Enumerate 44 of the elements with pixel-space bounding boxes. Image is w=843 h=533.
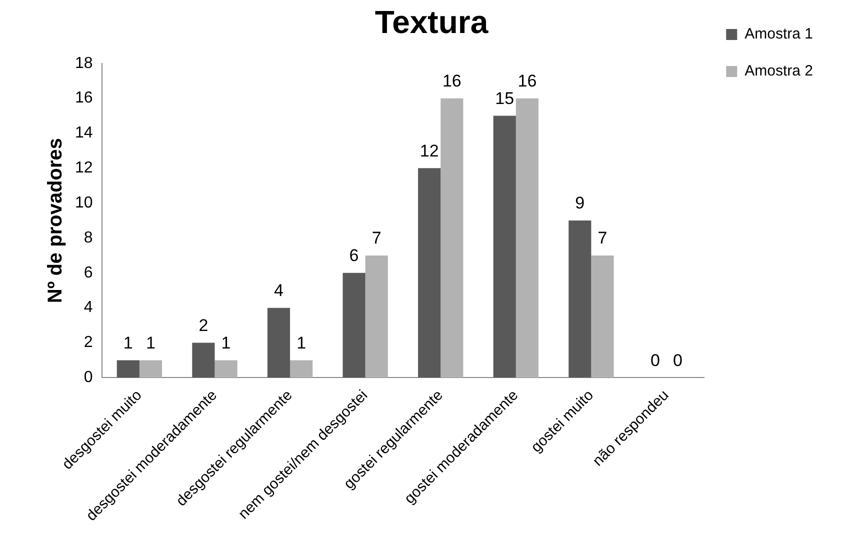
- data-label: 0: [650, 350, 660, 370]
- data-label: 16: [442, 72, 462, 91]
- bar: [516, 98, 538, 378]
- bar: [139, 360, 162, 378]
- y-axis-title: Nº de provadores: [44, 138, 67, 304]
- data-label: 6: [349, 246, 359, 266]
- legend-label: Amostra 1: [744, 26, 813, 43]
- data-label: 4: [274, 281, 284, 300]
- data-label: 9: [575, 194, 585, 213]
- y-tick-label: 0: [84, 369, 93, 386]
- bar: [591, 255, 614, 378]
- bar: [267, 308, 290, 378]
- bar: [214, 360, 238, 378]
- bar: [493, 116, 516, 378]
- legend-label: Amostra 2: [744, 62, 813, 80]
- data-label: 12: [420, 141, 439, 160]
- data-label: 0: [673, 350, 683, 370]
- y-tick-label: 10: [75, 194, 93, 212]
- y-tick-label: 2: [84, 334, 93, 352]
- bar: [418, 168, 441, 378]
- chart-title: Textura: [374, 4, 488, 40]
- y-tick-label: 14: [75, 124, 93, 142]
- data-label: 16: [518, 72, 537, 91]
- bar: [342, 272, 366, 378]
- data-label: 1: [296, 333, 306, 352]
- y-tick-label: 8: [84, 229, 93, 246]
- bar: [192, 342, 215, 378]
- data-label: 1: [146, 333, 156, 352]
- data-label: 1: [123, 333, 133, 352]
- y-tick-label: 12: [75, 160, 93, 177]
- y-tick-label: 16: [75, 90, 93, 107]
- data-label: 7: [598, 228, 608, 248]
- bar: [116, 360, 140, 378]
- bar: [290, 360, 313, 378]
- data-label: 2: [198, 316, 208, 335]
- y-tick-label: 6: [84, 264, 93, 282]
- bar: [440, 98, 464, 378]
- data-label: 15: [495, 88, 514, 108]
- y-tick-label: 4: [84, 299, 93, 316]
- bar: [568, 220, 592, 378]
- y-tick-label: 18: [75, 54, 93, 72]
- bar: [365, 255, 388, 378]
- data-label: 7: [372, 228, 382, 248]
- data-label: 1: [221, 333, 231, 352]
